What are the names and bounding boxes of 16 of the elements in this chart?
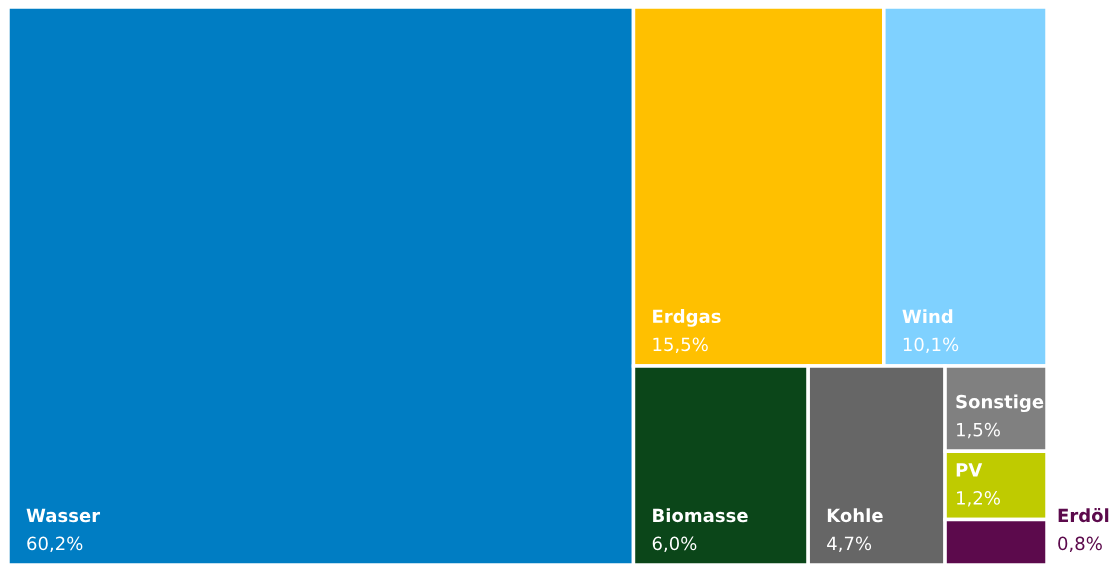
data-label: 60,2% xyxy=(27,536,83,553)
data-label: 6,0% xyxy=(652,536,697,553)
category-label: Erdöl xyxy=(1058,508,1109,523)
data-label: 1,5% xyxy=(957,422,1000,439)
category-label: Erdgas xyxy=(653,309,721,327)
category-label: Sonstige xyxy=(956,394,1044,413)
data-label: 15,5% xyxy=(653,337,708,353)
category-label: Wasser xyxy=(26,508,101,523)
data-label: 10,1% xyxy=(903,337,959,353)
data-label: 4,7% xyxy=(827,536,872,553)
data-label: 0,8% xyxy=(1058,536,1102,553)
category-label: PV xyxy=(956,463,983,477)
category-label: Kohle xyxy=(827,508,883,523)
data-label: 1,2% xyxy=(957,491,1000,507)
category-label: Wind xyxy=(902,309,953,324)
category-label: Biomasse xyxy=(653,508,748,523)
